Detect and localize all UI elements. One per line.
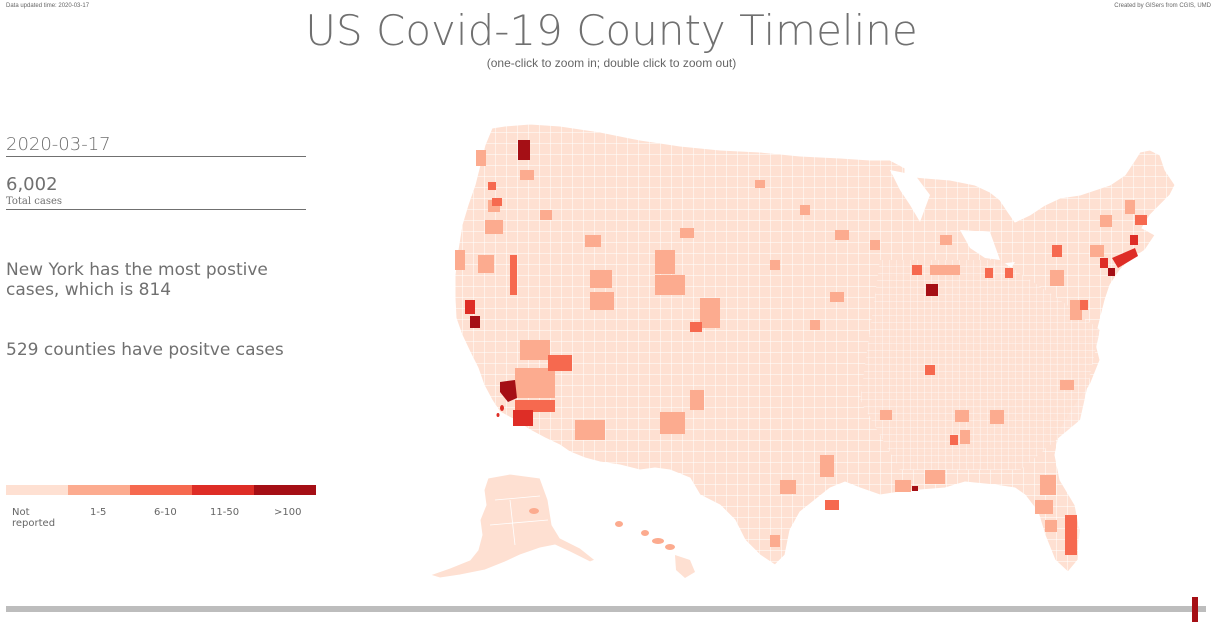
total-cases-label: Total cases xyxy=(6,196,63,207)
legend-swatch-not-reported xyxy=(6,485,68,495)
counties-6-10[interactable] xyxy=(488,182,1147,555)
alaska[interactable] xyxy=(428,473,596,579)
legend-swatch-11-50 xyxy=(192,485,254,495)
counties-over-100[interactable] xyxy=(470,140,1115,491)
legend-swatch-over-100 xyxy=(254,485,316,495)
legend-swatch-6-10 xyxy=(130,485,192,495)
legend: Not reported 1-5 6-10 11-50 >100 xyxy=(6,485,316,529)
total-cases-display: 6,002 Total cases xyxy=(6,174,306,210)
current-date: 2020-03-17 xyxy=(6,134,111,155)
page-title: US Covid-19 County Timeline xyxy=(305,6,918,55)
timeline-slider-handle[interactable] xyxy=(1192,597,1198,622)
timeline-slider-track[interactable] xyxy=(6,606,1206,612)
data-updated-note: Data updated time: 2020-03-17 xyxy=(6,3,90,9)
legend-label-1-5: 1-5 xyxy=(90,507,107,518)
legend-label-over-100: >100 xyxy=(274,507,302,518)
us-county-map[interactable] xyxy=(380,110,1210,590)
legend-label-6-10: 6-10 xyxy=(154,507,177,518)
counties-count-text: 529 counties have positve cases xyxy=(6,340,284,360)
credit-note: Created by GISers from CGIS, UMD xyxy=(1114,3,1211,9)
counties-11-50[interactable] xyxy=(465,235,1138,426)
hawaii[interactable] xyxy=(615,521,695,578)
top-state-text: New York has the most postive cases, whi… xyxy=(6,260,268,300)
legend-color-bar xyxy=(6,485,316,495)
page-subtitle: (one-click to zoom in; double click to z… xyxy=(486,56,737,70)
date-display: 2020-03-17 xyxy=(6,134,306,157)
counties-1-5[interactable] xyxy=(455,150,1135,547)
legend-label-not-reported: Not reported xyxy=(12,507,56,529)
total-cases-value: 6,002 xyxy=(6,174,58,195)
legend-swatch-1-5 xyxy=(68,485,130,495)
legend-label-11-50: 11-50 xyxy=(210,507,240,518)
channel-islands xyxy=(496,405,504,417)
